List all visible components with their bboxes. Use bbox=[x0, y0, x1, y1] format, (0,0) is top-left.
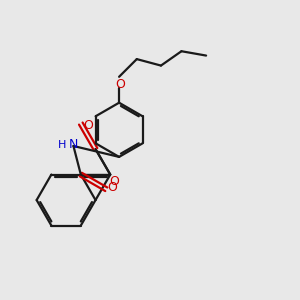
Text: H: H bbox=[58, 140, 66, 149]
Text: O: O bbox=[107, 181, 117, 194]
Text: N: N bbox=[69, 138, 78, 151]
Text: O: O bbox=[116, 78, 125, 91]
Text: O: O bbox=[83, 118, 93, 131]
Text: O: O bbox=[109, 176, 119, 188]
